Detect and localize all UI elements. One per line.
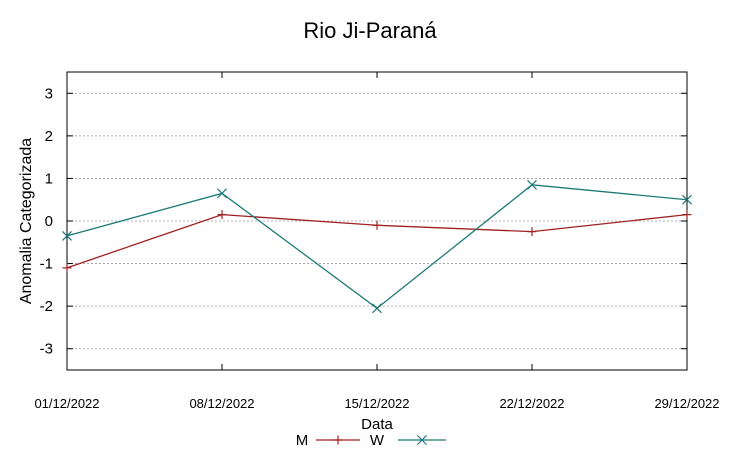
data-point — [682, 210, 692, 220]
data-point — [682, 194, 692, 205]
y-tick-label: 3 — [45, 85, 53, 102]
y-tick-label: 0 — [45, 213, 53, 230]
y-axis-label: Anomalia Categorizada — [18, 138, 35, 304]
x-tick-label: 01/12/2022 — [34, 396, 99, 411]
chart-title: Rio Ji-Paraná — [303, 18, 437, 43]
data-point — [417, 435, 427, 445]
legend-label: M — [296, 432, 309, 449]
data-point — [217, 188, 227, 199]
y-tick-label: 1 — [45, 170, 53, 187]
x-tick-label: 15/12/2022 — [344, 396, 409, 411]
data-point — [333, 435, 343, 445]
x-axis-label: Data — [361, 416, 393, 433]
y-tick-label: -2 — [40, 298, 53, 315]
data-point — [527, 227, 537, 237]
x-axis: 01/12/2022 08/12/2022 15/12/2022 22/12/2022… — [34, 72, 720, 411]
data-point — [62, 263, 72, 273]
data-point — [217, 210, 227, 220]
y-tick-label: -3 — [40, 341, 53, 358]
y-tick-label: 2 — [45, 128, 53, 145]
x-tick-label: 22/12/2022 — [499, 396, 564, 411]
data-point — [372, 220, 382, 230]
legend-label: W — [370, 432, 385, 449]
data-point — [62, 230, 72, 241]
x-tick-label: 08/12/2022 — [189, 396, 254, 411]
series-line-w — [66, 184, 688, 310]
data-point — [527, 179, 537, 190]
y-axis: 3 2 1 0 -1 -2 -3 — [40, 85, 687, 358]
series-layer — [62, 179, 692, 314]
x-tick-label: 29/12/2022 — [654, 396, 719, 411]
y-tick-label: -1 — [40, 256, 53, 273]
data-point — [372, 303, 382, 314]
